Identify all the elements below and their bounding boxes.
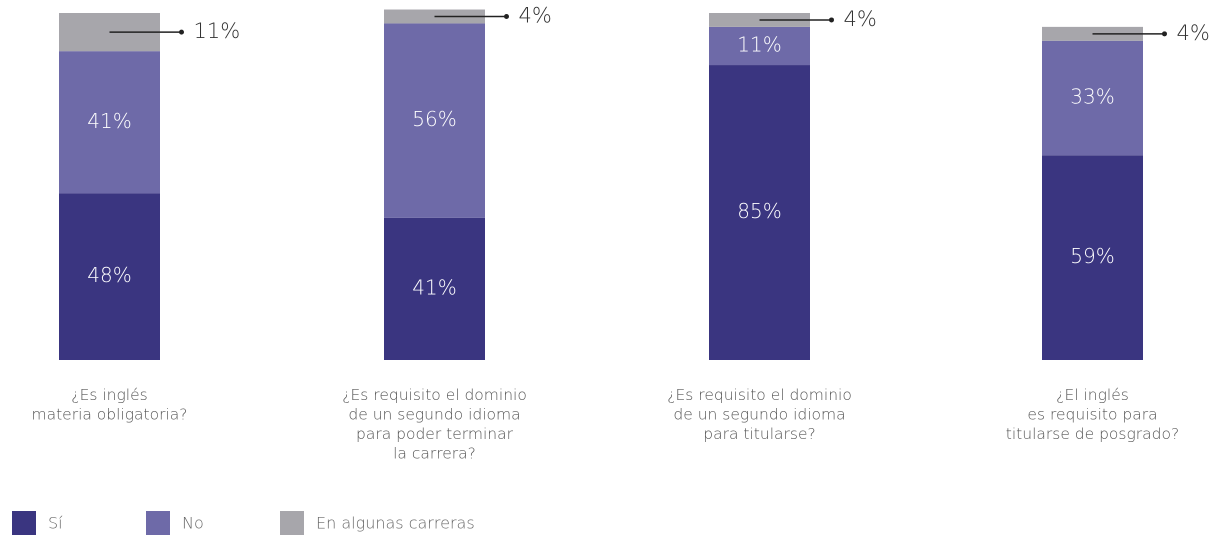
category-label-line: para poder terminar <box>356 425 514 443</box>
value-label: 4% <box>844 7 877 31</box>
category-label: ¿El inglés es requisito para titularse de … <box>1006 386 1179 443</box>
value-label: 11% <box>737 32 781 56</box>
bar-segment <box>709 65 810 361</box>
legend-swatch <box>146 511 170 535</box>
value-label: 56% <box>412 107 456 131</box>
value-label: 41% <box>87 109 131 133</box>
value-label: 48% <box>87 263 131 287</box>
legend-label: En algunas carreras <box>316 514 475 533</box>
leader-dot <box>179 29 184 35</box>
legend-label: Sí <box>48 514 63 533</box>
category-label-line: de un segundo idioma <box>673 405 845 423</box>
bar-segment <box>384 23 485 218</box>
category-label: ¿Es requisito el dominio de un segundo id… <box>342 386 527 463</box>
category-label-line: es requisito para <box>1027 405 1157 423</box>
category-label-line: de un segundo idioma <box>348 405 520 423</box>
leader-dot <box>504 13 509 19</box>
category-label: ¿Es inglés materia obligatoria? <box>31 386 187 424</box>
legend-swatch <box>280 511 304 535</box>
bar-segment <box>59 51 160 194</box>
category-label-line: ¿Es requisito el dominio <box>342 386 527 404</box>
value-label: 33% <box>1070 85 1114 109</box>
value-label: 85% <box>737 199 781 223</box>
bar-segment <box>1042 155 1143 360</box>
bar-segment <box>1042 40 1143 156</box>
category-label-line: la carrera? <box>393 444 476 462</box>
category-label-line: ¿El inglés <box>1056 386 1129 404</box>
category-label-line: materia obligatoria? <box>31 405 187 423</box>
leader-dot <box>829 17 834 23</box>
category-label-line: titularse de posgrado? <box>1006 425 1179 443</box>
category-label: ¿Es requisito el dominio de un segundo id… <box>667 386 852 443</box>
bar-segment <box>59 193 160 360</box>
legend-label: No <box>182 514 204 533</box>
leader-dot <box>1162 31 1167 37</box>
category-label-line: ¿Es inglés <box>71 386 147 404</box>
bar-segment <box>709 26 810 66</box>
value-label: 4% <box>1177 21 1210 45</box>
category-label-line: para titularse? <box>703 425 815 443</box>
value-label: 59% <box>1070 244 1114 268</box>
value-label: 41% <box>412 275 456 299</box>
bar-segment <box>384 217 485 360</box>
value-label: 4% <box>519 3 552 27</box>
value-label: 11% <box>194 19 241 43</box>
legend-swatch <box>12 511 36 535</box>
category-label-line: ¿Es requisito el dominio <box>667 386 852 404</box>
